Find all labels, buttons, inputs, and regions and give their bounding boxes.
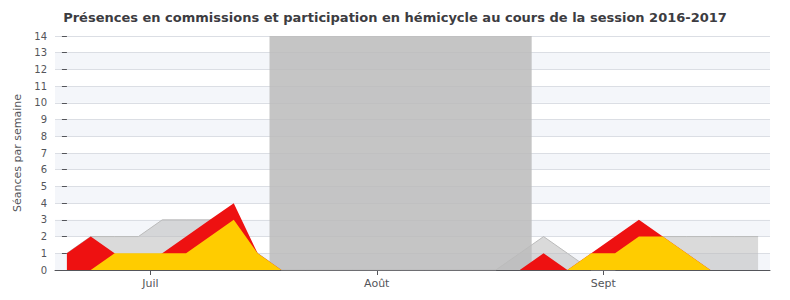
svg-text:Séances par semaine: Séances par semaine [11,94,24,212]
svg-text:8: 8 [41,131,47,142]
svg-text:Juil: Juil [141,277,158,290]
svg-text:Sept: Sept [591,277,617,290]
svg-text:Présences en commissions et pa: Présences en commissions et participatio… [63,10,727,25]
svg-text:7: 7 [41,148,47,159]
svg-text:Août: Août [364,277,390,290]
svg-text:13: 13 [34,47,47,58]
svg-text:2: 2 [41,231,47,242]
svg-text:9: 9 [41,114,47,125]
svg-text:1: 1 [41,248,47,259]
svg-text:12: 12 [34,64,47,75]
svg-text:14: 14 [34,31,47,42]
svg-text:5: 5 [41,181,47,192]
svg-text:4: 4 [41,198,47,209]
svg-text:3: 3 [41,214,47,225]
svg-text:0: 0 [41,265,47,276]
svg-text:10: 10 [34,97,47,108]
svg-text:11: 11 [34,81,47,92]
svg-text:6: 6 [41,164,47,175]
